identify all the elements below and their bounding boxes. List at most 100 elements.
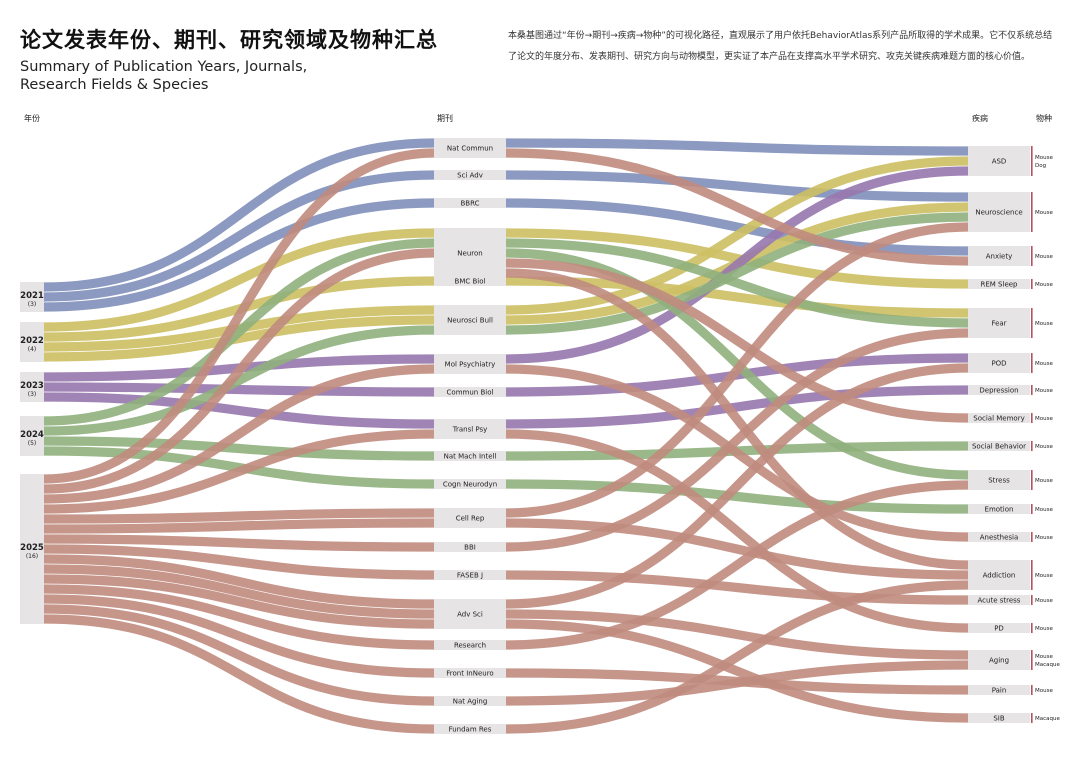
link-journal-disease [505,479,969,514]
disease-node-social-memory [968,413,1030,423]
species-bar [1031,504,1033,514]
link-year-journal [43,604,435,706]
species-label: Macaque [1035,662,1060,668]
journal-node-nat-commun [434,138,506,158]
disease-node-sib [968,713,1030,723]
species-label: Macaque [1035,716,1060,722]
link-journal-disease [505,198,969,256]
year-count: (3) [28,301,37,308]
link-year-journal [43,436,435,461]
link-journal-disease [505,222,969,518]
disease-label: Stress [988,477,1010,485]
link-year-journal [43,198,435,312]
journal-label: Cogn Neurodyn [443,481,497,489]
journal-node-commun-biol [434,387,506,397]
disease-label: REM Sleep [981,281,1019,289]
link-year-journal [43,364,435,504]
journal-node-bmc-biol [434,276,506,286]
link-journal-disease [505,580,969,734]
species-label: Dog [1035,163,1046,169]
species-label: Mouse [1035,155,1053,161]
species-bar [1031,279,1033,289]
year-label: 2024 [20,430,44,440]
species-bar [1031,650,1033,670]
link-year-journal [43,148,435,484]
link-journal-disease [505,570,969,605]
link-journal-disease [505,170,969,202]
journal-label: Sci Adv [457,172,483,180]
species-label: Mouse [1035,478,1053,484]
link-journal-disease [505,619,969,723]
species-bar [1031,595,1033,605]
journal-node-bbi [434,542,506,552]
species-label: Mouse [1035,210,1053,216]
species-bar [1031,713,1033,723]
link-year-journal [43,170,435,302]
disease-label: POD [991,360,1006,368]
disease-label: Fear [991,320,1006,328]
journal-label: Mol Psychiatry [445,361,496,369]
link-journal-disease [505,156,969,315]
journal-label: Research [454,642,486,650]
journal-label: Fundam Res [449,726,492,734]
journal-label: Adv Sci [457,611,483,619]
year-count: (16) [26,553,38,560]
link-journal-disease [505,212,969,335]
species-label: Mouse [1035,654,1053,660]
column-header-species: 物种 [1036,113,1052,123]
link-journal-disease [505,609,969,660]
year-node-2021 [20,282,44,312]
link-year-journal [43,564,435,619]
journal-label: Nat Mach Intell [444,453,497,461]
journal-node-sci-adv [434,170,506,180]
disease-node-social-behavior [968,441,1030,451]
disease-label: Aging [989,657,1009,665]
species-bar [1031,192,1033,232]
link-year-journal [43,248,435,494]
nodes-layer: 2021(3)2022(4)2023(3)2024(5)2025(16)Nat … [20,138,1060,734]
column-header-journal: 期刊 [437,114,453,123]
link-journal-disease [505,363,969,609]
year-label: 2021 [20,291,44,301]
disease-node-pd [968,623,1030,633]
species-label: Mouse [1035,444,1053,450]
link-journal-disease [505,138,969,156]
disease-label: Depression [979,387,1018,395]
disease-node-anesthesia [968,532,1030,542]
link-journal-disease [505,148,969,266]
disease-label: Addiction [983,572,1016,580]
link-journal-disease [505,429,969,633]
disease-node-neuroscience [968,192,1030,232]
disease-node-acute-stress [968,595,1030,605]
species-label: Mouse [1035,507,1053,513]
species-label: Mouse [1035,688,1053,694]
journal-label: BBRC [460,200,479,208]
link-year-journal [43,238,435,426]
disease-node-pain [968,685,1030,695]
year-label: 2023 [20,381,44,391]
journal-label: Nat Commun [447,145,493,153]
species-label: Mouse [1035,388,1053,394]
species-label: Mouse [1035,416,1053,422]
journal-node-fundam-res [434,724,506,734]
journal-node-cell-rep [434,508,506,528]
journal-node-cogn-neurodyn [434,479,506,489]
disease-node-stress [968,470,1030,490]
column-header-year: 年份 [24,113,40,123]
year-node-2023 [20,372,44,402]
link-year-journal [43,584,435,650]
year-node-2024 [20,416,44,456]
species-bar [1031,623,1033,633]
species-bar [1031,385,1033,395]
year-count: (3) [28,391,37,398]
species-bar [1031,560,1033,590]
link-year-journal [43,554,435,609]
species-label: Mouse [1035,535,1053,541]
link-year-journal [43,518,435,534]
disease-label: Anesthesia [980,534,1019,542]
journal-label: Neuron [457,250,482,258]
species-label: Mouse [1035,321,1053,327]
species-bar [1031,413,1033,423]
link-journal-disease [505,660,969,706]
